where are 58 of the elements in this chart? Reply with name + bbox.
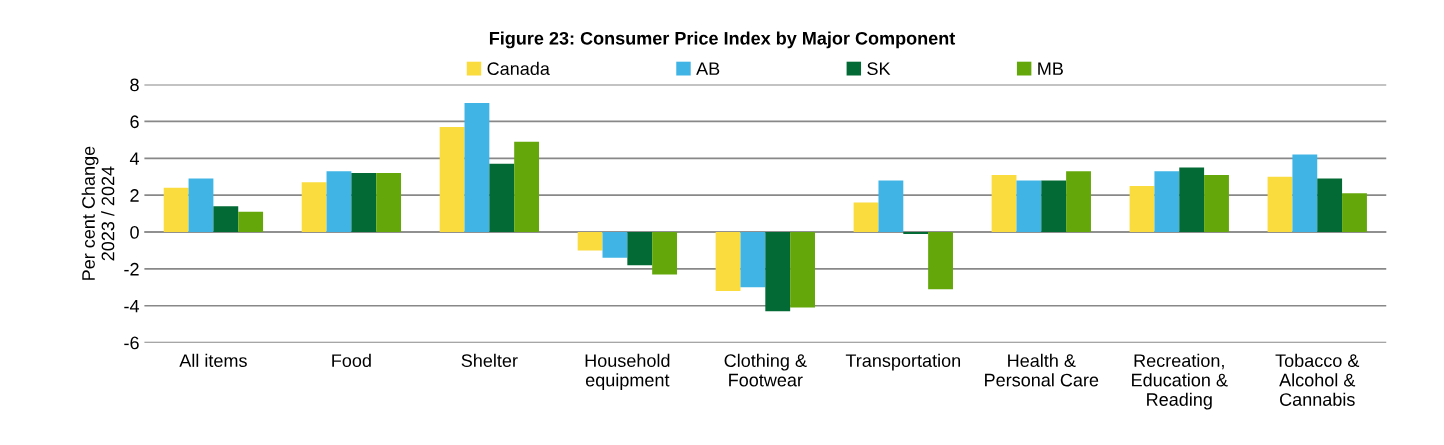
bar [928, 232, 953, 290]
bar [1204, 174, 1229, 233]
x-tick-label: Health & Personal Care [985, 353, 1099, 387]
bar [740, 232, 766, 288]
bar [351, 173, 377, 233]
bar [1342, 193, 1367, 233]
y-axis-title: Per cent Change 2023 / 2024 [81, 146, 115, 280]
bar [238, 211, 264, 233]
chart-title: Figure 23: Consumer Price Index by Major Component [489, 31, 956, 49]
bar [1317, 178, 1343, 233]
bar [489, 163, 515, 233]
y-tick-label: 2 [130, 189, 139, 202]
x-tick-label: Household equipment [585, 353, 670, 391]
bar [853, 202, 879, 233]
bar [878, 180, 904, 233]
bar [464, 102, 490, 233]
legend-label: MB [1038, 62, 1063, 75]
y-tick-label: -2 [124, 262, 139, 276]
x-tick-label: Transportation [845, 353, 961, 371]
bar [188, 178, 214, 233]
bar [213, 206, 239, 233]
bar [715, 232, 741, 292]
bar [1066, 171, 1091, 233]
y-tick-label: -6 [124, 336, 139, 350]
bar [790, 232, 815, 308]
bar [602, 232, 628, 258]
bar [991, 174, 1017, 233]
y-tick-label: 0 [130, 225, 139, 239]
legend-label: AB [696, 62, 720, 75]
bar [765, 232, 791, 312]
y-tick-label: 6 [130, 115, 139, 129]
x-tick-label: Clothing & Footwear [724, 353, 807, 387]
bar [577, 232, 603, 251]
y-tick-label: -4 [124, 299, 140, 313]
y-tick-label: 4 [129, 152, 140, 165]
bar [1154, 171, 1180, 233]
y-tick-label: 8 [130, 78, 139, 92]
bar [301, 182, 327, 233]
bar [627, 232, 653, 266]
bar [1016, 180, 1042, 233]
legend-label: Canada [487, 61, 550, 76]
x-tick-label: Recreation, Education & Reading [1132, 353, 1228, 410]
bar [652, 232, 678, 275]
bar [514, 141, 540, 233]
x-tick-label: Tobacco & Alcohol & Cannabis [1275, 353, 1360, 406]
x-tick-label: All items [179, 353, 247, 368]
bar [326, 171, 352, 233]
bar [1041, 180, 1067, 233]
x-tick-label: Food [332, 353, 371, 368]
bar [1129, 185, 1155, 233]
legend-label: SK [867, 62, 891, 76]
bar [376, 173, 402, 233]
bar [163, 187, 189, 233]
bar [1267, 176, 1293, 233]
bar [1292, 154, 1318, 233]
bar [1179, 167, 1205, 233]
bar [439, 126, 465, 233]
x-tick-label: Shelter [461, 353, 518, 368]
